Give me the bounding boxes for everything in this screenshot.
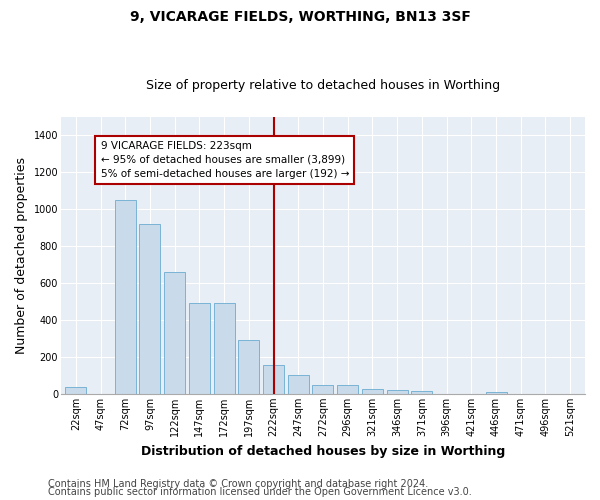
Bar bbox=[313, 384, 334, 394]
Text: 9, VICARAGE FIELDS, WORTHING, BN13 3SF: 9, VICARAGE FIELDS, WORTHING, BN13 3SF bbox=[130, 10, 470, 24]
Bar bbox=[412, 391, 433, 394]
Y-axis label: Number of detached properties: Number of detached properties bbox=[15, 157, 28, 354]
Bar bbox=[214, 304, 235, 394]
Bar bbox=[288, 376, 309, 394]
Bar bbox=[263, 366, 284, 394]
Bar bbox=[115, 200, 136, 394]
Bar bbox=[337, 384, 358, 394]
Bar bbox=[65, 388, 86, 394]
Bar bbox=[362, 390, 383, 394]
Bar bbox=[238, 340, 259, 394]
Bar bbox=[485, 392, 506, 394]
Bar bbox=[189, 304, 210, 394]
Bar bbox=[164, 272, 185, 394]
Text: 9 VICARAGE FIELDS: 223sqm
← 95% of detached houses are smaller (3,899)
5% of sem: 9 VICARAGE FIELDS: 223sqm ← 95% of detac… bbox=[101, 141, 349, 179]
Bar bbox=[139, 224, 160, 394]
X-axis label: Distribution of detached houses by size in Worthing: Distribution of detached houses by size … bbox=[141, 444, 505, 458]
Text: Contains HM Land Registry data © Crown copyright and database right 2024.: Contains HM Land Registry data © Crown c… bbox=[48, 479, 428, 489]
Text: Contains public sector information licensed under the Open Government Licence v3: Contains public sector information licen… bbox=[48, 487, 472, 497]
Bar bbox=[386, 390, 407, 394]
Title: Size of property relative to detached houses in Worthing: Size of property relative to detached ho… bbox=[146, 79, 500, 92]
